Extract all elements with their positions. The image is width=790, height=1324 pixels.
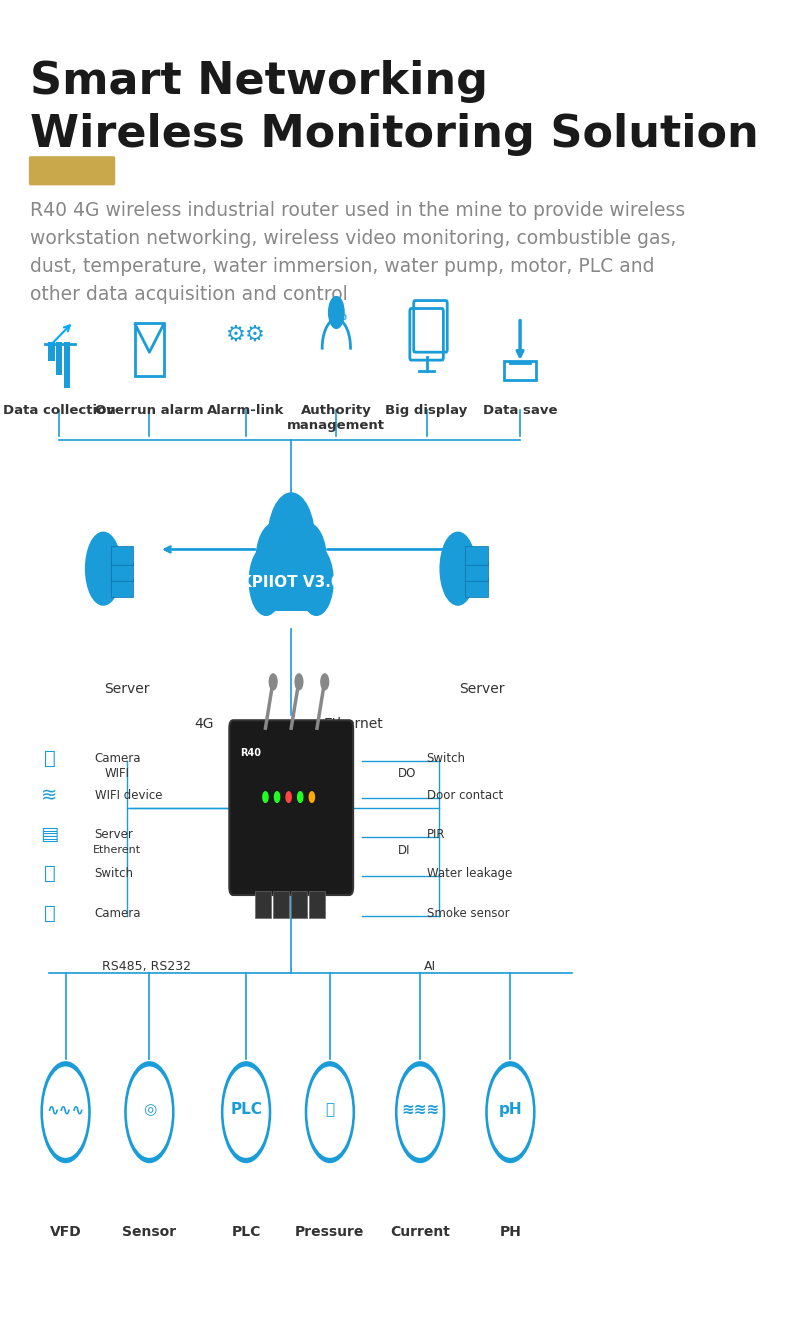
Circle shape bbox=[396, 1062, 445, 1162]
FancyBboxPatch shape bbox=[229, 720, 353, 895]
Circle shape bbox=[488, 1067, 532, 1157]
Circle shape bbox=[321, 674, 329, 690]
Text: PH: PH bbox=[499, 1225, 521, 1239]
Circle shape bbox=[250, 547, 283, 616]
Circle shape bbox=[85, 532, 121, 605]
Text: R40 4G wireless industrial router used in the mine to provide wireless
workstati: R40 4G wireless industrial router used i… bbox=[30, 201, 686, 305]
Text: Sensor: Sensor bbox=[122, 1225, 176, 1239]
Text: PLC: PLC bbox=[230, 1102, 262, 1117]
Circle shape bbox=[329, 297, 344, 328]
Circle shape bbox=[256, 523, 293, 598]
Circle shape bbox=[299, 547, 333, 616]
Text: ⬛: ⬛ bbox=[43, 865, 55, 883]
Circle shape bbox=[125, 1062, 174, 1162]
Circle shape bbox=[221, 1062, 271, 1162]
Circle shape bbox=[398, 1067, 442, 1157]
Text: Big display: Big display bbox=[386, 404, 468, 417]
Circle shape bbox=[286, 792, 292, 802]
FancyBboxPatch shape bbox=[259, 581, 323, 610]
FancyBboxPatch shape bbox=[111, 579, 133, 597]
Text: pH: pH bbox=[498, 1102, 522, 1117]
FancyBboxPatch shape bbox=[292, 891, 307, 918]
Circle shape bbox=[290, 523, 326, 598]
Text: 4G: 4G bbox=[194, 718, 214, 731]
FancyBboxPatch shape bbox=[465, 547, 487, 565]
Text: ⬛: ⬛ bbox=[43, 904, 55, 923]
Text: ≋: ≋ bbox=[41, 786, 58, 805]
Text: Alarm-link: Alarm-link bbox=[208, 404, 284, 417]
Text: Data collection: Data collection bbox=[2, 404, 115, 417]
Text: ∿∿∿: ∿∿∿ bbox=[47, 1102, 85, 1117]
Text: WIFI device: WIFI device bbox=[95, 789, 162, 802]
FancyBboxPatch shape bbox=[64, 342, 70, 388]
Circle shape bbox=[43, 1067, 88, 1157]
Text: Overrun alarm: Overrun alarm bbox=[95, 404, 204, 417]
Text: R40: R40 bbox=[239, 748, 261, 759]
FancyBboxPatch shape bbox=[111, 563, 133, 581]
FancyBboxPatch shape bbox=[255, 891, 271, 918]
Text: Server: Server bbox=[459, 682, 504, 696]
Text: ▤: ▤ bbox=[40, 825, 58, 843]
Text: VFD: VFD bbox=[50, 1225, 81, 1239]
Text: Smart Networking: Smart Networking bbox=[30, 60, 488, 102]
Text: Etherent: Etherent bbox=[93, 845, 141, 855]
Text: Water leakage: Water leakage bbox=[427, 867, 512, 880]
Text: Server: Server bbox=[95, 828, 134, 841]
FancyBboxPatch shape bbox=[111, 547, 133, 565]
Text: PLC: PLC bbox=[231, 1225, 261, 1239]
Text: Switch: Switch bbox=[95, 867, 134, 880]
FancyBboxPatch shape bbox=[273, 891, 288, 918]
Circle shape bbox=[127, 1067, 171, 1157]
Circle shape bbox=[309, 792, 314, 802]
Text: Switch: Switch bbox=[427, 752, 465, 765]
Text: Data save: Data save bbox=[483, 404, 557, 417]
FancyBboxPatch shape bbox=[56, 342, 62, 375]
Text: Ethernet: Ethernet bbox=[323, 718, 383, 731]
Text: ⬛: ⬛ bbox=[43, 749, 55, 768]
Text: ◎: ◎ bbox=[143, 1102, 156, 1117]
Circle shape bbox=[263, 792, 268, 802]
Text: Authority
management: Authority management bbox=[288, 404, 386, 432]
Text: ⚙: ⚙ bbox=[338, 312, 348, 323]
Text: Wireless Monitoring Solution: Wireless Monitoring Solution bbox=[30, 113, 759, 155]
Text: RS485, RS232: RS485, RS232 bbox=[102, 960, 190, 973]
Text: DI: DI bbox=[397, 843, 410, 857]
Text: Smoke sensor: Smoke sensor bbox=[427, 907, 510, 920]
Text: ≋≋≋: ≋≋≋ bbox=[401, 1102, 439, 1117]
Text: KPIIOT V3.0: KPIIOT V3.0 bbox=[240, 575, 342, 591]
FancyBboxPatch shape bbox=[309, 891, 325, 918]
Text: Server: Server bbox=[104, 682, 149, 696]
Text: PIR: PIR bbox=[427, 828, 445, 841]
Text: ⏱: ⏱ bbox=[325, 1102, 334, 1117]
Circle shape bbox=[298, 792, 303, 802]
Text: Pressure: Pressure bbox=[295, 1225, 364, 1239]
Circle shape bbox=[486, 1062, 535, 1162]
Text: AI: AI bbox=[423, 960, 436, 973]
Text: Current: Current bbox=[390, 1225, 450, 1239]
Text: WIFI: WIFI bbox=[104, 767, 130, 780]
Circle shape bbox=[440, 532, 476, 605]
Circle shape bbox=[224, 1067, 268, 1157]
Text: Door contact: Door contact bbox=[427, 789, 503, 802]
Circle shape bbox=[295, 674, 303, 690]
Circle shape bbox=[274, 792, 280, 802]
Text: ⚙⚙: ⚙⚙ bbox=[226, 324, 266, 346]
FancyBboxPatch shape bbox=[465, 579, 487, 597]
Circle shape bbox=[41, 1062, 90, 1162]
Text: Camera: Camera bbox=[95, 752, 141, 765]
FancyBboxPatch shape bbox=[28, 156, 115, 185]
Circle shape bbox=[269, 674, 277, 690]
Circle shape bbox=[268, 493, 314, 589]
Text: Camera: Camera bbox=[95, 907, 141, 920]
Circle shape bbox=[306, 1062, 355, 1162]
Circle shape bbox=[308, 1067, 352, 1157]
FancyBboxPatch shape bbox=[48, 342, 55, 361]
FancyBboxPatch shape bbox=[465, 563, 487, 581]
Text: DO: DO bbox=[397, 767, 416, 780]
